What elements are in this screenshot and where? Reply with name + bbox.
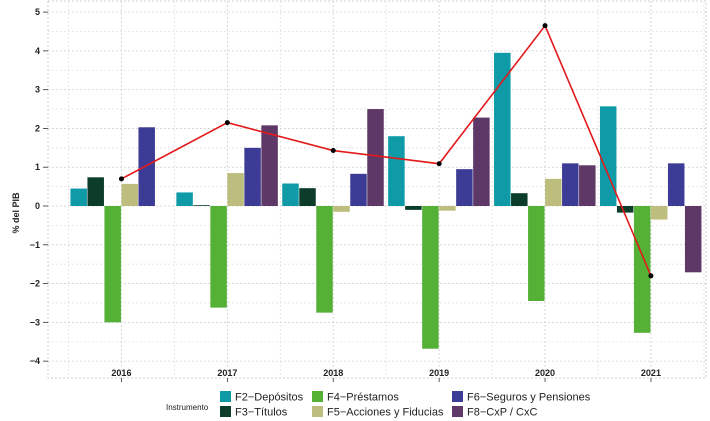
bar xyxy=(405,206,422,210)
y-tick-label: 3 xyxy=(35,85,40,95)
total-line-point xyxy=(330,148,336,154)
bar xyxy=(193,205,210,207)
bar xyxy=(562,163,579,206)
bar xyxy=(104,206,121,323)
legend-label: F3−Títulos xyxy=(235,407,288,419)
bar xyxy=(282,183,299,206)
bar xyxy=(633,206,651,333)
bar xyxy=(422,206,439,349)
bar xyxy=(121,183,138,206)
legend-swatch xyxy=(312,391,323,402)
bar xyxy=(667,163,685,206)
bar xyxy=(616,206,634,213)
y-tick-label: −4 xyxy=(30,356,40,366)
total-line xyxy=(118,23,654,279)
bar xyxy=(176,192,193,206)
x-tick-label: 2019 xyxy=(429,368,449,378)
bar xyxy=(456,169,473,206)
y-axis-ticks: 5 4 3 2 1 0 −1 −2 −3 −4 xyxy=(30,7,48,366)
legend: Instrumento F2−Depósitos F3−Títulos F4−Pré… xyxy=(166,391,591,419)
bar xyxy=(316,206,333,313)
legend-swatch xyxy=(452,406,463,417)
bar xyxy=(70,188,87,206)
y-tick-label: −1 xyxy=(30,240,40,250)
y-tick-label: 4 xyxy=(35,46,40,56)
legend-title: Instrumento xyxy=(166,403,209,412)
bar xyxy=(494,52,511,206)
y-tick-label: −2 xyxy=(30,279,40,289)
plot-border xyxy=(47,0,707,379)
total-line-point xyxy=(118,176,124,182)
total-line-path xyxy=(121,24,652,277)
bar xyxy=(227,173,244,206)
bar xyxy=(439,206,456,211)
total-line-point xyxy=(436,161,442,167)
total-line-point xyxy=(542,23,548,29)
bar xyxy=(299,188,316,206)
bar xyxy=(261,125,278,206)
legend-swatch xyxy=(220,391,231,402)
x-tick-label: 2016 xyxy=(111,368,131,378)
y-tick-label: 2 xyxy=(35,123,40,133)
legend-swatch xyxy=(220,406,231,417)
legend-label: F4−Préstamos xyxy=(327,392,399,404)
bar xyxy=(210,206,227,308)
x-tick-label: 2021 xyxy=(641,368,661,378)
bar xyxy=(138,127,155,206)
bars xyxy=(70,52,702,349)
bar xyxy=(528,206,545,302)
bar xyxy=(367,109,384,206)
bar xyxy=(388,136,405,206)
bar xyxy=(244,147,261,206)
legend-label: F6−Seguros y Pensiones xyxy=(467,392,591,404)
bar xyxy=(579,165,596,206)
y-axis-label: % del PIB xyxy=(11,192,21,234)
y-tick-label: −3 xyxy=(30,317,40,327)
bar xyxy=(87,177,104,206)
bar xyxy=(545,178,562,206)
x-axis-ticks: 2016 2017 2018 2019 2020 2021 xyxy=(111,368,661,382)
legend-label: F5−Acciones y Fiducias xyxy=(327,407,444,419)
legend-label: F2−Depósitos xyxy=(235,392,304,404)
bar xyxy=(511,193,528,206)
y-tick-label: 0 xyxy=(35,201,40,211)
y-tick-label: 1 xyxy=(35,162,40,172)
legend-label: F8−CxP / CxC xyxy=(467,407,537,419)
y-tick-label: 5 xyxy=(35,7,40,17)
bar xyxy=(350,173,367,206)
x-tick-label: 2018 xyxy=(323,368,343,378)
total-line-point xyxy=(648,273,654,279)
bar xyxy=(333,206,350,212)
x-tick-label: 2017 xyxy=(217,368,237,378)
legend-swatch xyxy=(312,406,323,417)
legend-swatch xyxy=(452,391,463,402)
bar xyxy=(684,206,702,273)
bar xyxy=(599,106,617,206)
total-line-point xyxy=(224,120,230,126)
x-tick-label: 2020 xyxy=(535,368,555,378)
bar xyxy=(473,117,490,206)
bar xyxy=(650,206,668,220)
